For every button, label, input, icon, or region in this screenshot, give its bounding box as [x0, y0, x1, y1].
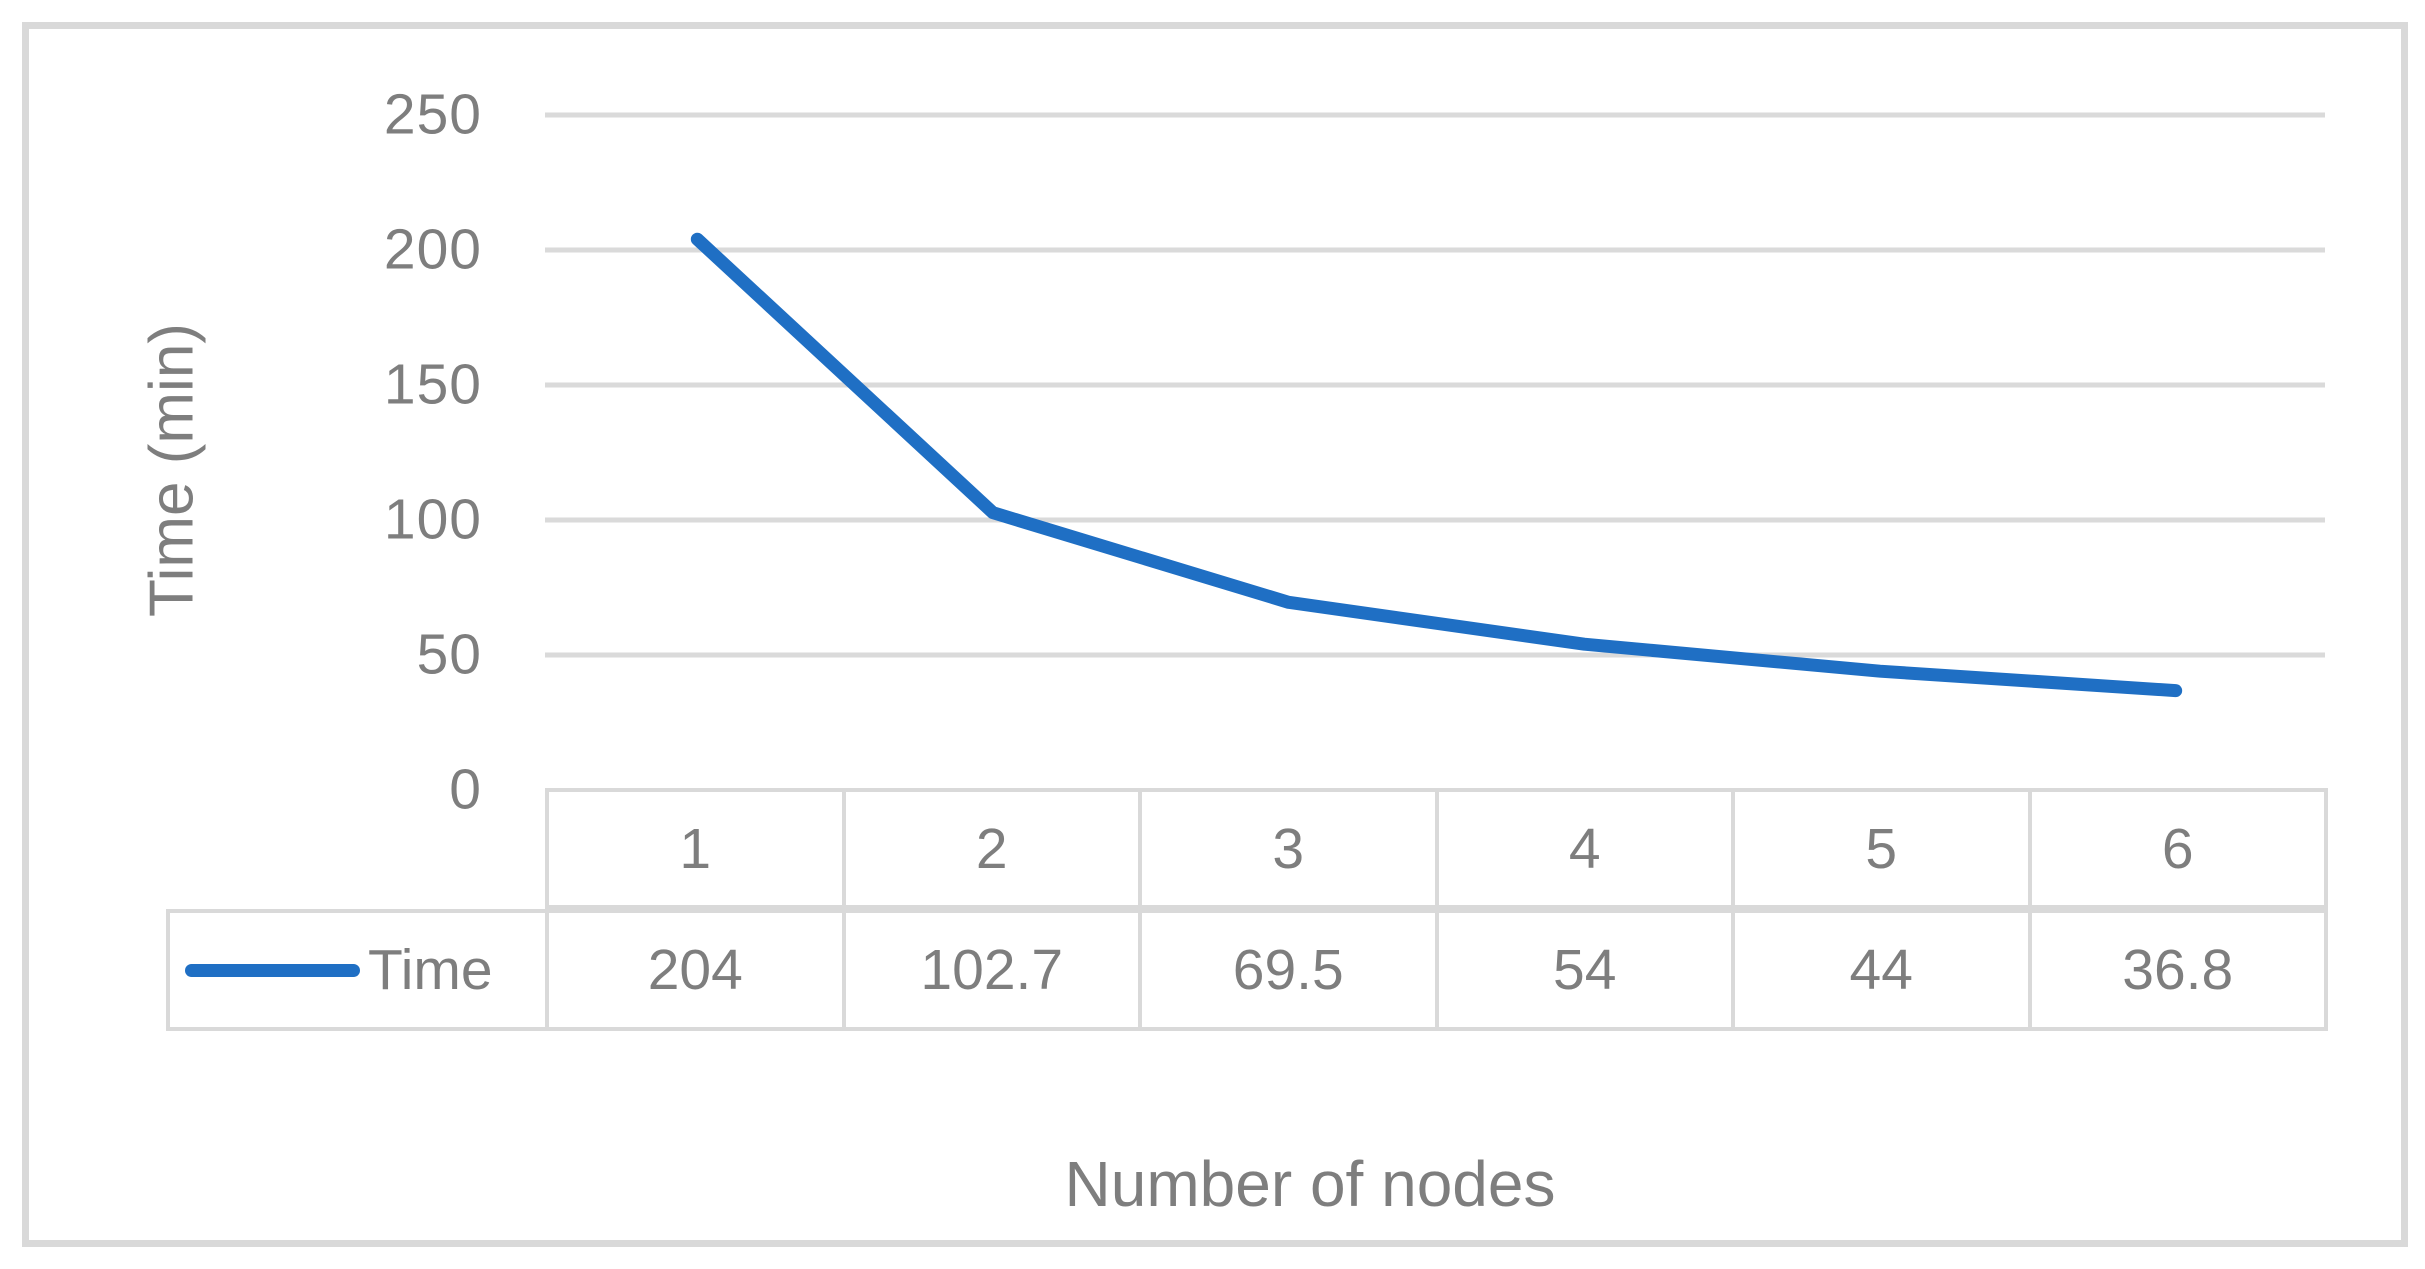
x-axis-title: Number of nodes	[1064, 1148, 1556, 1220]
value-cell: 204	[549, 913, 842, 1027]
y-tick-label: 250	[383, 82, 482, 147]
legend-cell: Time	[170, 913, 545, 1027]
y-tick-label: 0	[449, 757, 482, 822]
value-cell: 36.8	[2031, 913, 2324, 1027]
y-tick-label: 150	[383, 352, 482, 417]
y-tick-label: 100	[383, 487, 482, 552]
category-header: 1	[549, 792, 842, 905]
y-tick-label: 200	[383, 217, 482, 282]
time-series-line	[690, 232, 2183, 698]
value-cell: 44	[1735, 913, 2028, 1027]
category-header: 6	[2031, 792, 2324, 905]
value-cell: 102.7	[845, 913, 1138, 1027]
value-cell: 54	[1438, 913, 1731, 1027]
y-tick-label: 50	[416, 622, 482, 687]
chart-frame	[22, 22, 2408, 1247]
category-header: 4	[1438, 792, 1731, 905]
value-cell: 69.5	[1142, 913, 1435, 1027]
data-table-header-row: 1 2 3 4 5 6	[545, 788, 2328, 909]
category-header: 5	[1735, 792, 2028, 905]
category-header: 3	[1142, 792, 1435, 905]
data-table-value-row: Time 204 102.7 69.5 54 44 36.8	[166, 909, 2328, 1031]
legend-line-swatch	[185, 963, 360, 977]
legend-series-label: Time	[368, 938, 493, 1002]
category-header: 2	[845, 792, 1138, 905]
y-axis-title: Time (min)	[137, 323, 207, 617]
